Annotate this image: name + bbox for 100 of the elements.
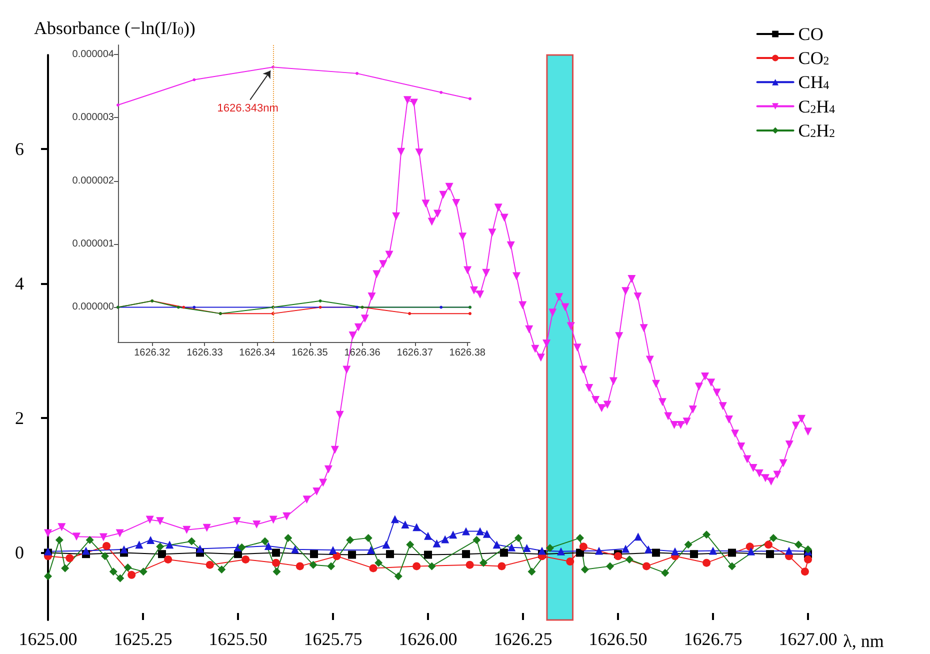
y-tick-label: 6: [15, 139, 24, 160]
point: [500, 548, 508, 557]
point: [156, 542, 164, 551]
point: [606, 562, 614, 570]
legend-label: CH4: [798, 72, 830, 92]
point: [468, 97, 472, 100]
point: [146, 536, 155, 544]
point: [309, 560, 318, 569]
x-tick-label: 1626.32: [134, 348, 171, 358]
point: [346, 536, 354, 544]
point: [44, 572, 52, 580]
point: [769, 534, 778, 542]
point: [428, 562, 436, 570]
annotation: 1626.343nm: [217, 102, 278, 115]
point: [369, 564, 378, 572]
point: [794, 540, 802, 549]
point: [508, 543, 516, 552]
point: [102, 542, 111, 550]
point: [101, 552, 109, 560]
point: [61, 564, 70, 572]
point: [374, 558, 383, 567]
x-tick-label: 1626.37: [396, 348, 434, 358]
y-axis-title: Absorbance (−ln(I/I0)): [34, 18, 196, 38]
legend-label: CO2: [798, 48, 830, 68]
x-tick-label: 1626.34: [239, 348, 276, 358]
point: [382, 540, 390, 549]
point: [690, 550, 698, 558]
point: [128, 570, 136, 579]
x-tick-label: 1625.75: [304, 629, 362, 649]
point: [238, 543, 246, 552]
point: [424, 550, 432, 559]
y-tick-label: 4: [15, 274, 24, 294]
point: [728, 562, 736, 570]
point: [318, 306, 322, 309]
y-tick-label: 0.000002: [72, 175, 114, 186]
y-tick-label: 0.000001: [72, 238, 114, 250]
point: [116, 574, 124, 582]
x-tick-label: 1627.00: [778, 629, 838, 649]
point: [462, 527, 470, 536]
point: [546, 544, 554, 552]
point: [406, 540, 414, 549]
x-axis-title: λ, nm: [843, 631, 884, 651]
x-tick-label: 1626.00: [398, 629, 458, 649]
point: [746, 542, 754, 551]
point: [449, 530, 458, 539]
point: [579, 542, 588, 551]
point: [272, 558, 280, 567]
point: [272, 568, 281, 576]
point: [468, 312, 472, 316]
point: [218, 566, 226, 574]
point: [764, 540, 772, 549]
point: [364, 534, 372, 542]
x-tick-label: 1625.25: [114, 629, 172, 649]
legend-label: C2H2: [798, 120, 836, 140]
point: [176, 306, 180, 309]
point: [356, 72, 359, 75]
legend-label: CO: [798, 24, 824, 44]
point: [120, 545, 128, 554]
point: [401, 520, 410, 528]
point: [260, 537, 269, 546]
point: [242, 555, 250, 564]
point: [747, 547, 755, 556]
x-tick-label: 1626.75: [684, 629, 742, 649]
point: [284, 534, 292, 542]
point: [188, 537, 196, 546]
y-tick-label: 0.000004: [72, 48, 114, 60]
point: [580, 566, 589, 574]
point: [728, 548, 736, 557]
point: [412, 562, 421, 570]
point: [158, 550, 166, 558]
point: [139, 568, 148, 576]
x-tick-label: 1626.38: [449, 348, 486, 358]
point: [528, 568, 536, 576]
point: [86, 536, 94, 544]
x-tick-label: 1626.35: [292, 348, 328, 358]
y-tick-label: 0: [15, 542, 24, 563]
point: [264, 542, 272, 550]
point: [432, 539, 441, 548]
point: [66, 554, 74, 562]
point: [785, 546, 793, 555]
point: [109, 568, 118, 576]
point: [440, 306, 443, 309]
point: [440, 90, 443, 94]
point: [514, 534, 522, 542]
point: [498, 562, 506, 570]
point: [684, 540, 692, 549]
y-tick-label: 0.000003: [72, 112, 114, 124]
point: [595, 546, 603, 555]
x-tick-label: 1625.50: [208, 629, 268, 649]
y-tick-label: 0.000000: [72, 302, 114, 313]
point: [166, 540, 174, 549]
x-tick-label: 1626.25: [494, 629, 552, 649]
y-tick-label: 2: [15, 408, 24, 428]
x-tick-label: 1626.33: [186, 348, 224, 358]
point: [367, 546, 375, 554]
x-tick-label: 1626.50: [588, 629, 648, 649]
point: [576, 534, 584, 542]
point: [634, 532, 642, 541]
point: [522, 544, 531, 552]
point: [116, 104, 120, 107]
